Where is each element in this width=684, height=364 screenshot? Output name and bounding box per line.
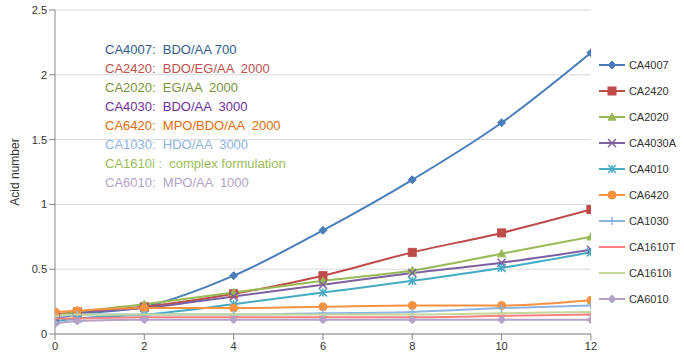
html-text:CA1030: HDO/AA 3000: CA1030: HDO/AA 3000 xyxy=(105,137,249,152)
svg-text:12: 12 xyxy=(585,340,597,352)
svg-text:1.5: 1.5 xyxy=(32,134,47,146)
html-text:CA1610T: CA1610T xyxy=(628,241,676,253)
html-text:CA4010: CA4010 xyxy=(628,163,669,175)
html-text:CA6010: CA6010 xyxy=(628,293,669,305)
html-text:CA6420: MPO/BDO/AA 2000: CA6420: MPO/BDO/AA 2000 xyxy=(105,118,281,133)
html-text:CA1610i : complex formulation: CA1610i : complex formulation xyxy=(105,156,286,171)
html-text:CA4007: CA4007 xyxy=(628,59,669,71)
svg-text:10: 10 xyxy=(495,340,507,352)
svg-text:2: 2 xyxy=(141,340,147,352)
html-text:CA2420: CA2420 xyxy=(628,85,669,97)
html-text:CA2020: EG/AA 2000: CA2020: EG/AA 2000 xyxy=(105,80,238,95)
svg-text:0: 0 xyxy=(52,340,58,352)
html-text:CA6420: CA6420 xyxy=(628,189,669,201)
svg-text:4: 4 xyxy=(231,340,237,352)
svg-text:Acid number: Acid number xyxy=(8,138,22,205)
html-text:CA2420: BDO/EG/AA 2000: CA2420: BDO/EG/AA 2000 xyxy=(105,61,270,76)
svg-text:0.5: 0.5 xyxy=(32,263,47,275)
html-text:CA6010: MPO/AA 1000: CA6010: MPO/AA 1000 xyxy=(105,175,249,190)
svg-text:0: 0 xyxy=(41,328,47,340)
svg-text:2: 2 xyxy=(41,69,47,81)
svg-text:6: 6 xyxy=(320,340,326,352)
html-text:CA1610i: CA1610i xyxy=(628,267,672,279)
html-text:CA4007: BDO/AA 700: CA4007: BDO/AA 700 xyxy=(105,42,237,57)
html-text:CA1030: CA1030 xyxy=(628,215,669,227)
html-text:CA4030A: CA4030A xyxy=(628,137,676,149)
html-text:CA4030: BDO/AA 3000: CA4030: BDO/AA 3000 xyxy=(105,99,248,114)
svg-text:8: 8 xyxy=(409,340,415,352)
svg-text:1: 1 xyxy=(41,198,47,210)
svg-text:2.5: 2.5 xyxy=(32,4,47,16)
html-text:CA2020: CA2020 xyxy=(628,111,669,123)
